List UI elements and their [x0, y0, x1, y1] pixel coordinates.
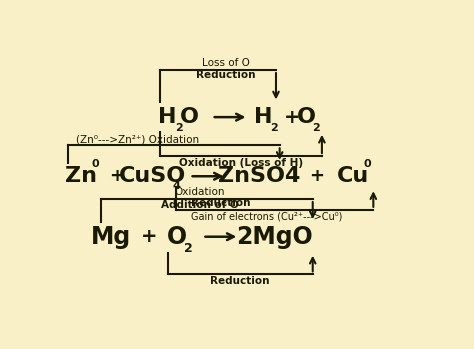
Text: +: + — [284, 107, 301, 127]
Text: 2: 2 — [175, 123, 183, 133]
Text: Zn: Zn — [65, 166, 97, 186]
Text: 2: 2 — [184, 242, 193, 255]
Text: (Zn⁰--->Zn²⁺) Oxidation: (Zn⁰--->Zn²⁺) Oxidation — [76, 135, 199, 145]
Text: 2MgO: 2MgO — [236, 225, 312, 249]
Text: 2: 2 — [312, 123, 320, 133]
Text: 0: 0 — [363, 159, 371, 169]
Text: Reduction: Reduction — [196, 70, 255, 81]
Text: 2: 2 — [270, 123, 278, 133]
Text: Cu: Cu — [337, 166, 369, 186]
Text: CuSO: CuSO — [119, 166, 187, 186]
Text: +: + — [309, 167, 324, 185]
Text: O: O — [167, 225, 187, 249]
Text: Addition of O: Addition of O — [161, 200, 238, 210]
Text: Reduction: Reduction — [210, 276, 270, 286]
Text: H: H — [158, 107, 177, 127]
Text: +: + — [141, 227, 157, 246]
Text: O: O — [180, 107, 199, 127]
Text: Loss of O: Loss of O — [201, 58, 249, 68]
Text: Oxidation: Oxidation — [174, 187, 225, 198]
Text: Reduction: Reduction — [191, 198, 250, 208]
Text: 0: 0 — [91, 159, 99, 169]
Text: +: + — [109, 167, 124, 185]
Text: ZnSO4: ZnSO4 — [218, 166, 301, 186]
Text: 4: 4 — [172, 181, 180, 192]
Text: O: O — [297, 107, 316, 127]
Text: Mg: Mg — [91, 225, 131, 249]
Text: H: H — [254, 107, 273, 127]
Text: Oxidation (Loss of H): Oxidation (Loss of H) — [179, 158, 303, 168]
Text: Gain of electrons (Cu²⁺--->Cu⁰): Gain of electrons (Cu²⁺--->Cu⁰) — [191, 211, 342, 222]
